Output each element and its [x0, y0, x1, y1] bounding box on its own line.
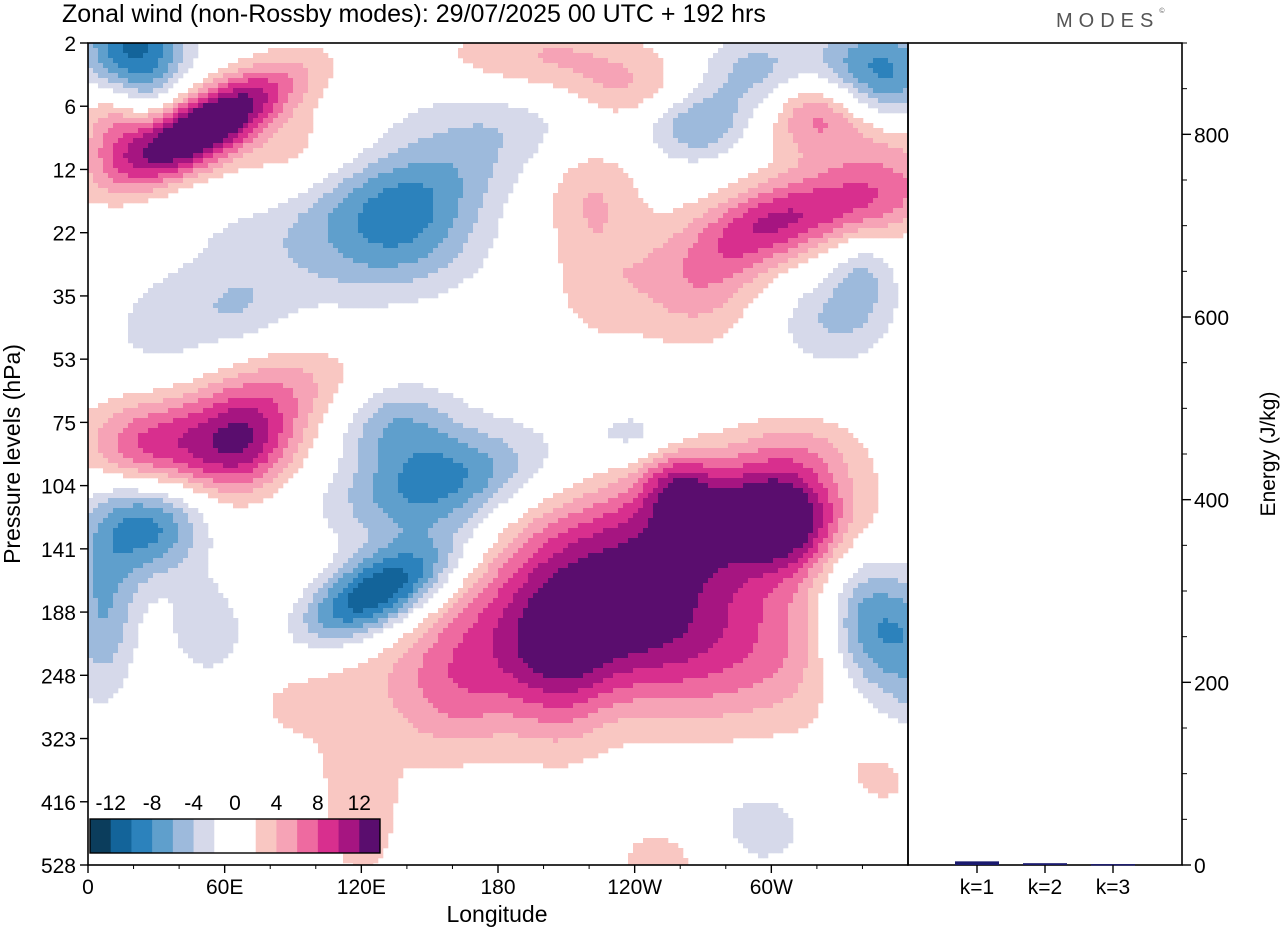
colorbar-label-4: 4	[271, 792, 283, 815]
colorbar-swatch-12	[338, 819, 360, 853]
colorbar-frame	[89, 818, 381, 854]
y-tick-label-188: 188	[41, 602, 76, 625]
field-feature-5	[573, 611, 575, 613]
field-feature-6	[694, 579, 696, 581]
energy-tick-label-800: 800	[1194, 124, 1229, 147]
x-tick-label-120W: 120W	[607, 876, 662, 899]
colorbar-label-0: 0	[229, 792, 241, 815]
energy-tick-label-400: 400	[1194, 490, 1229, 513]
brand-mark: ©	[1159, 8, 1165, 15]
y-tick-label-53: 53	[53, 349, 76, 372]
colorbar-swatch-7	[235, 819, 257, 853]
y-axis-label: Pressure levels (hPa)	[0, 344, 25, 564]
x-tick-label-60W: 60W	[750, 876, 793, 899]
y-tick-label-22: 22	[53, 223, 76, 246]
energy-category-label-k=2: k=2	[1028, 876, 1062, 899]
longitude-axis: 0 60E 120E 180 120W 60W	[82, 865, 863, 899]
brand-logo: MODES©	[1056, 8, 1165, 33]
field-feature-9	[1095, 624, 1097, 626]
energy-plot-frame	[907, 42, 1183, 866]
chart-title: Zonal wind (non-Rossby modes): 29/07/202…	[62, 0, 766, 28]
y-tick-label-248: 248	[41, 665, 76, 688]
field-feature-7	[786, 535, 788, 537]
colorbar-swatch-3	[152, 819, 174, 853]
colorbar-label-8: 8	[312, 792, 324, 815]
colorbar-swatch-13	[359, 819, 381, 853]
energy-tick-label-600: 600	[1194, 307, 1229, 330]
y-tick-label-141: 141	[41, 539, 76, 562]
field-feature-8	[998, 674, 1000, 676]
colorbar-label--4: -4	[184, 792, 203, 815]
colorbar-swatch-8	[255, 819, 277, 853]
colorbar-swatch-11	[317, 819, 339, 853]
x-tick-label-180: 180	[480, 876, 515, 899]
y-tick-label-323: 323	[41, 729, 76, 752]
energy-category-label-k=1: k=1	[960, 876, 994, 899]
x-tick-label-60E: 60E	[206, 876, 243, 899]
field-feature-0	[148, 124, 150, 126]
energy-category-label-k=3: k=3	[1096, 876, 1130, 899]
y-tick-label-75: 75	[53, 412, 76, 435]
colorbar-swatch-5	[193, 819, 215, 853]
y-tick-label-528: 528	[41, 855, 76, 878]
field-feature-10	[998, 219, 1000, 221]
colorbar-swatch-1	[110, 819, 132, 853]
colorbar-label--8: -8	[143, 792, 162, 815]
field-feature-1	[193, 187, 195, 189]
colorbar-swatch-0	[90, 819, 112, 853]
energy-bar-k=3	[1091, 864, 1135, 866]
y-tick-label-2: 2	[64, 33, 76, 56]
colorbar: -12 -8 -4 0 4 8 12	[89, 792, 381, 854]
wind-contour-field	[88, 43, 1097, 865]
energy-axis-label: Energy (J/kg)	[1257, 392, 1280, 517]
energy-bar-k=2	[1023, 863, 1067, 865]
field-feature-4	[208, 510, 210, 512]
colorbar-swatch-10	[297, 819, 319, 853]
y-tick-label-35: 35	[53, 286, 76, 309]
colorbar-label--12: -12	[96, 792, 126, 815]
colorbar-swatch-6	[214, 819, 236, 853]
energy-tick-label-0: 0	[1194, 855, 1206, 878]
pressure-axis: 2 6 12 22 35 53 75 104 141 188 248 323 416 528	[41, 33, 88, 878]
x-axis-label: Longitude	[446, 901, 547, 927]
energy-tick-label-200: 200	[1194, 672, 1229, 695]
y-tick-label-12: 12	[53, 159, 76, 182]
brand-name: MODES	[1056, 10, 1160, 32]
y-tick-label-416: 416	[41, 792, 76, 815]
colorbar-swatch-9	[276, 819, 298, 853]
colorbar-label-12: 12	[348, 792, 371, 815]
y-tick-label-6: 6	[64, 96, 76, 119]
colorbar-swatch-2	[131, 819, 153, 853]
field-feature-3	[421, 396, 423, 398]
field-feature-11	[1059, 118, 1061, 120]
y-tick-label-104: 104	[41, 476, 76, 499]
colorbar-swatch-4	[172, 819, 194, 853]
field-feature-2	[376, 592, 378, 594]
energy-bar-k=1	[955, 861, 999, 865]
x-tick-label-120E: 120E	[337, 876, 386, 899]
x-tick-label-0: 0	[82, 876, 94, 899]
energy-bar-chart: 0 200 400 600 800 k=1 k=2 k=3	[955, 42, 1229, 899]
